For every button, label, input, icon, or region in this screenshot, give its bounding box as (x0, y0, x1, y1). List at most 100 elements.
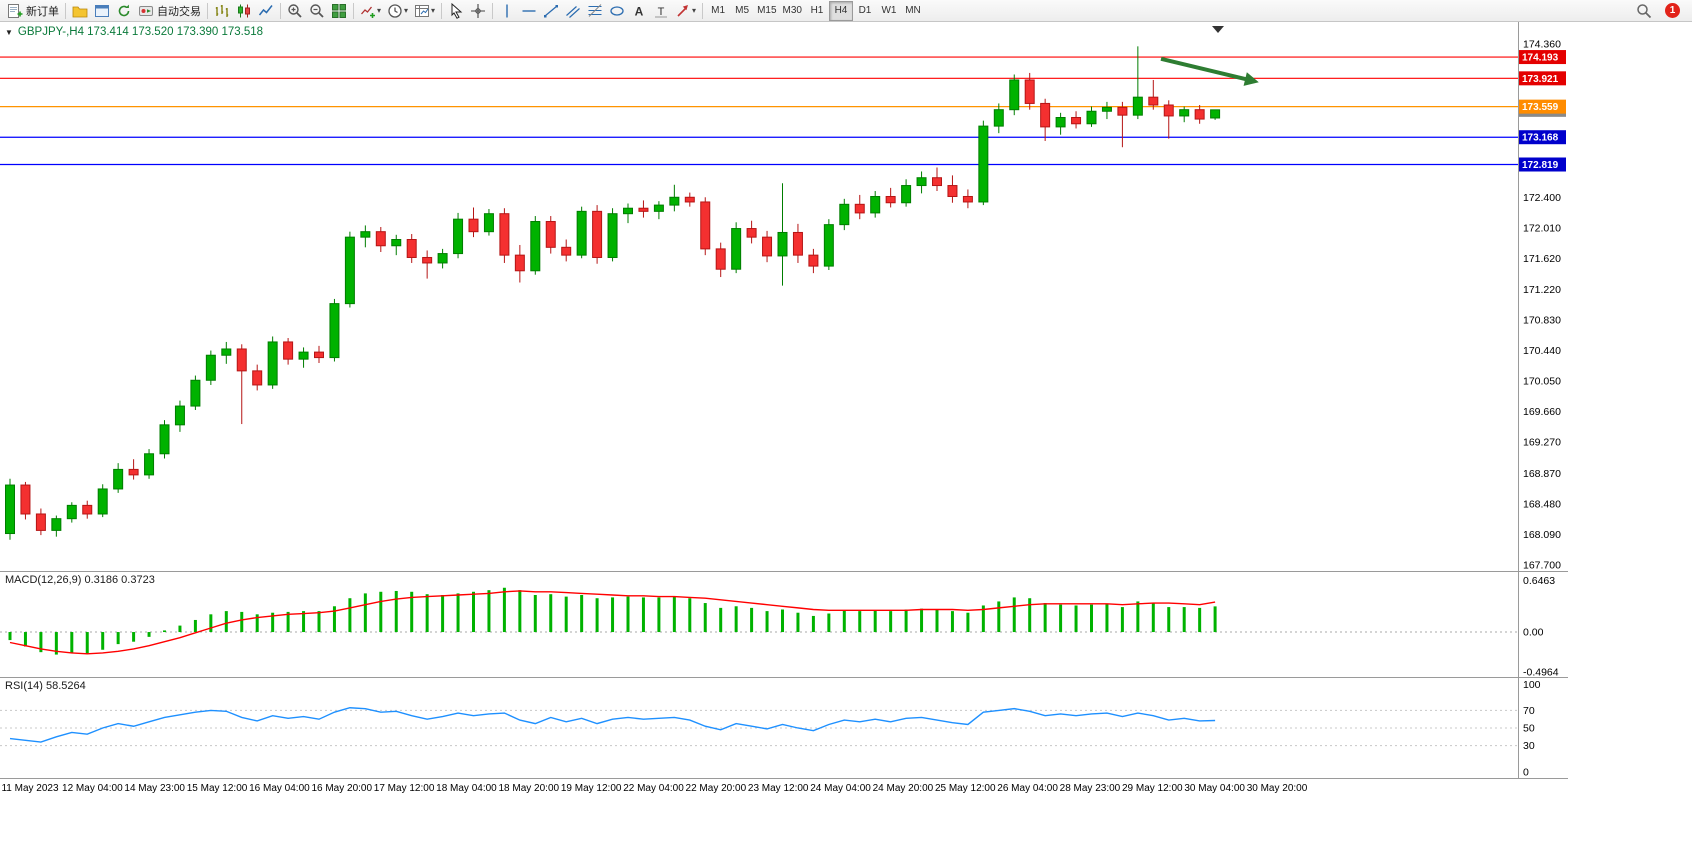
candle (901, 179, 912, 207)
timeframe-m15-button[interactable]: M15 (754, 1, 779, 21)
time-axis-label: 25 May 12:00 (935, 783, 996, 794)
fibonacci-icon (587, 3, 603, 19)
candle (375, 226, 386, 253)
auto-trading-button[interactable]: 自动交易 (135, 1, 204, 21)
toolbar-separator (492, 2, 494, 19)
fibonacci-button[interactable] (584, 1, 606, 21)
candle-body (453, 218, 464, 255)
candle (684, 192, 695, 207)
channel-icon (565, 3, 581, 19)
candle-body (1040, 102, 1051, 128)
data-window-button[interactable] (91, 1, 113, 21)
trendline-button[interactable] (540, 1, 562, 21)
periods-button[interactable]: ▾ (384, 1, 411, 21)
candle-body (514, 254, 525, 272)
candle-body (391, 239, 402, 247)
candle-body (1132, 96, 1143, 116)
candle-body (1086, 110, 1097, 125)
notification-badge[interactable]: 1 (1665, 3, 1680, 18)
chart-shift-marker[interactable] (1212, 26, 1224, 33)
toolbar-separator (65, 2, 66, 19)
time-axis-label: 17 May 12:00 (374, 783, 435, 794)
candle (128, 459, 139, 480)
candle-body (623, 207, 633, 215)
profiles-button[interactable] (69, 1, 91, 21)
candle (746, 220, 757, 244)
candle-body (252, 370, 263, 386)
tile-windows-button[interactable] (328, 1, 350, 21)
timeframe-w1-button[interactable]: W1 (877, 1, 901, 21)
cursor-button[interactable] (445, 1, 467, 21)
candle-body (1117, 106, 1128, 116)
candle (5, 478, 15, 540)
candlestick-chart-button[interactable] (233, 1, 255, 21)
time-axis-label: 28 May 23:00 (1060, 783, 1121, 794)
candle (653, 201, 664, 220)
text-button[interactable]: A (628, 1, 650, 21)
text-label-button[interactable]: T (650, 1, 672, 21)
crosshair-button[interactable] (467, 1, 489, 21)
new-order-button[interactable]: 新订单 (4, 1, 62, 21)
candle-body (607, 213, 618, 258)
timeframe-d1-button[interactable]: D1 (853, 1, 877, 21)
timeframe-m1-button[interactable]: M1 (706, 1, 730, 21)
candle (1163, 100, 1174, 139)
price-level-badge: 173.921 (1519, 71, 1566, 86)
time-axis-label: 24 May 04:00 (810, 783, 871, 794)
shapes-button[interactable] (606, 1, 628, 21)
candle-body (144, 453, 155, 476)
indicators-button[interactable]: ▾ (357, 1, 384, 21)
candle-body (592, 210, 603, 258)
timeframe-mn-button[interactable]: MN (901, 1, 925, 21)
candle-body (653, 204, 664, 212)
horizontal-line-button[interactable] (518, 1, 540, 21)
candle (1179, 106, 1190, 123)
zoom-out-button[interactable] (306, 1, 328, 21)
candle (1009, 74, 1020, 116)
price-tick-label: 174.360 (1523, 39, 1561, 51)
candle (360, 225, 371, 248)
auto-trading-label: 自动交易 (157, 5, 201, 18)
line-chart-button[interactable] (255, 1, 277, 21)
zoom-in-button[interactable] (284, 1, 306, 21)
candle (808, 248, 819, 274)
candle (1071, 111, 1082, 129)
timeframe-h4-button[interactable]: H4 (828, 0, 853, 21)
timeframe-m30-button[interactable]: M30 (780, 1, 805, 21)
candle (113, 463, 124, 493)
refresh-button[interactable] (113, 1, 135, 21)
bar-chart-button[interactable] (211, 1, 233, 21)
candle (885, 187, 896, 208)
line-chart-icon (258, 3, 274, 19)
svg-text:A: A (635, 4, 644, 18)
candle (298, 347, 309, 368)
price-level-badge: 174.193 (1519, 50, 1566, 65)
search-button[interactable] (1633, 1, 1655, 21)
rsi-indicator-label: RSI(14) 58.5264 (5, 680, 86, 692)
candle (422, 250, 433, 279)
price-tick-label: 168.870 (1523, 468, 1561, 480)
macd-axis-label: -0.4964 (1523, 667, 1559, 679)
timeframe-m5-button[interactable]: M5 (730, 1, 754, 21)
time-axis-label: 24 May 20:00 (873, 783, 934, 794)
candle-body (344, 236, 355, 305)
vertical-line-button[interactable] (496, 1, 518, 21)
price-tick-label: 167.700 (1523, 559, 1561, 571)
price-level-badge: 172.819 (1519, 157, 1566, 172)
candle (1210, 109, 1221, 120)
price-tick-label: 172.400 (1523, 192, 1561, 204)
time-axis-label: 19 May 12:00 (561, 783, 622, 794)
candle-body (1194, 109, 1205, 120)
candle-body (205, 354, 216, 381)
timeframe-h1-button[interactable]: H1 (805, 1, 829, 21)
channel-button[interactable] (562, 1, 584, 21)
trend-arrow[interactable] (1160, 56, 1250, 82)
arrows-button[interactable]: ▾ (672, 1, 699, 21)
templates-button[interactable]: ▾ (411, 1, 438, 21)
chart-title: ▼ GBPJPY-,H4 173.414 173.520 173.390 173… (5, 26, 263, 38)
auto-trading-icon (138, 3, 154, 19)
one-click-trading-toggle-icon[interactable]: ▼ (5, 27, 13, 37)
candle (97, 484, 108, 518)
